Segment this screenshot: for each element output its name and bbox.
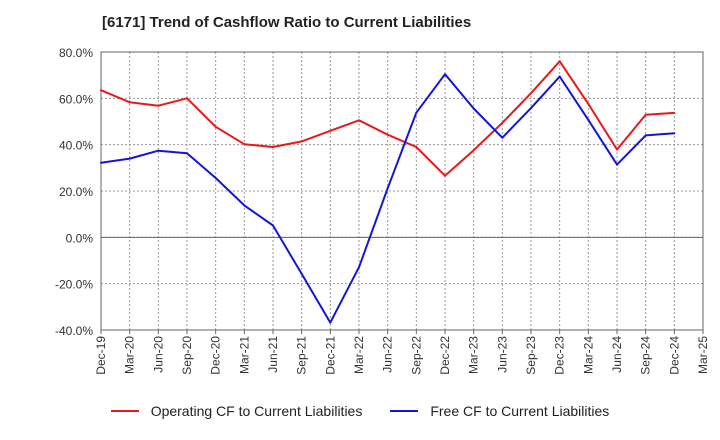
x-tick-label: Dec-24 [667,336,681,375]
data-point-operating-cf [530,92,532,95]
data-point-operating-cf [128,101,131,104]
data-point-free-cf [186,152,188,155]
x-tick-label: Sep-24 [639,336,653,375]
x-tick-label: Dec-19 [94,336,108,375]
y-tick-label: 60.0% [59,92,93,106]
y-tick-label: 40.0% [59,139,93,153]
x-tick-label: Jun-20 [151,336,165,373]
data-point-operating-cf [358,119,360,122]
legend-label-operating-cf: Operating CF to Current Liabilities [150,403,363,419]
x-tick-label: Mar-22 [352,336,366,374]
legend-swatch-free-cf [390,410,419,412]
x-tick-label: Mar-23 [467,336,481,374]
legend-swatch-operating-cf [110,410,139,412]
data-point-operating-cf [243,143,246,146]
data-point-free-cf [386,187,389,190]
x-tick-label: Sep-22 [409,336,423,375]
data-point-free-cf [214,177,217,180]
x-tick-label: Dec-23 [553,336,567,375]
x-tick-label: Jun-23 [495,336,509,373]
data-point-free-cf [300,272,303,275]
data-point-operating-cf [501,121,504,124]
data-point-free-cf [501,136,504,139]
data-point-operating-cf [386,133,389,136]
x-tick-label: Jun-21 [266,336,280,373]
data-point-operating-cf [587,102,590,105]
data-point-operating-cf [444,174,446,177]
y-tick-label: 80.0% [59,46,93,60]
data-point-operating-cf [472,149,475,152]
chart-title: [6171] Trend of Cashflow Ratio to Curren… [102,14,472,31]
data-point-free-cf [128,157,131,160]
data-point-operating-cf [644,113,647,116]
data-point-free-cf [444,73,446,76]
data-point-operating-cf [100,89,102,92]
data-point-free-cf [530,107,532,110]
data-point-free-cf [415,111,418,114]
legend-item-operating-cf: Operating CF to Current Liabilities [110,403,363,419]
data-point-free-cf [673,132,676,135]
data-point-operating-cf [616,148,618,151]
plot-area-frame [100,51,704,331]
x-tick-label: Jun-24 [610,336,624,373]
x-tick-label: Jun-22 [381,336,395,373]
x-tick-label: Mar-21 [237,336,251,374]
y-tick-label: -20.0% [55,278,93,292]
x-tick-label: Mar-20 [123,336,137,374]
data-point-operating-cf [300,140,303,143]
data-point-free-cf [472,107,475,110]
chart-legend: Operating CF to Current Liabilities Free… [0,403,720,419]
x-tick-label: Sep-23 [524,336,538,375]
data-point-operating-cf [673,111,676,114]
data-point-free-cf [243,204,246,207]
y-tick-label: -40.0% [55,324,93,338]
data-point-operating-cf [157,104,160,107]
data-point-operating-cf [415,145,418,148]
data-point-operating-cf [186,97,188,100]
data-point-free-cf [100,161,102,164]
x-tick-label: Dec-21 [323,336,337,375]
data-point-free-cf [587,118,590,121]
data-point-free-cf [558,75,561,78]
data-point-free-cf [329,321,332,324]
data-point-free-cf [272,224,274,227]
data-point-free-cf [644,134,647,137]
data-point-operating-cf [214,125,217,128]
data-point-free-cf [616,163,618,166]
x-tick-label: Mar-24 [581,336,595,374]
y-tick-label: 0.0% [66,231,94,245]
legend-item-free-cf: Free CF to Current Liabilities [390,403,609,419]
data-point-operating-cf [558,60,561,63]
x-tick-label: Mar-25 [696,336,710,374]
data-point-free-cf [157,149,160,152]
data-point-free-cf [358,266,360,269]
x-tick-label: Dec-20 [209,336,223,375]
legend-label-free-cf: Free CF to Current Liabilities [430,403,610,419]
x-tick-label: Sep-21 [295,336,309,375]
data-point-operating-cf [329,129,332,132]
x-tick-label: Sep-20 [180,336,194,375]
x-tick-label: Dec-22 [438,336,452,375]
y-tick-label: 20.0% [59,185,93,199]
data-point-operating-cf [272,145,274,148]
